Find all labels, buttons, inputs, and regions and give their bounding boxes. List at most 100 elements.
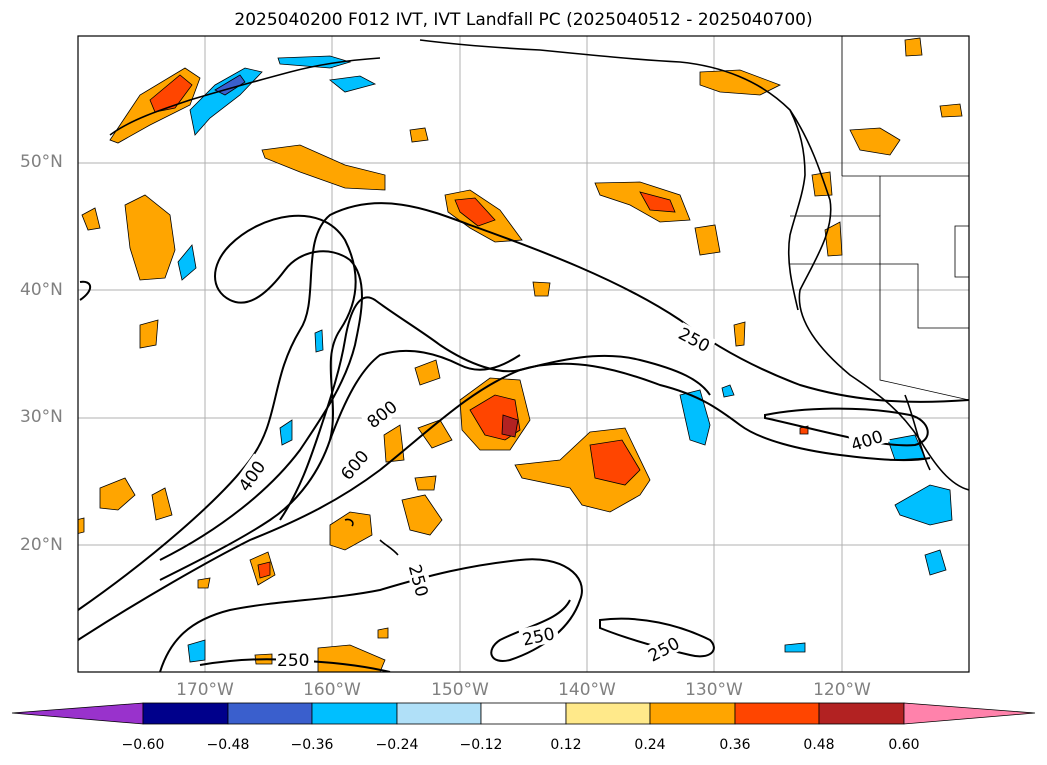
- shade-region: [501, 414, 519, 438]
- lon-label: 120°W: [813, 680, 871, 700]
- shade-region: [401, 494, 443, 536]
- contour-line: [159, 214, 363, 581]
- shade-region: [939, 103, 963, 118]
- colorbar: [11, 702, 1036, 725]
- state-borders: [790, 36, 969, 401]
- colorbar-tick-label: 0.36: [719, 737, 751, 753]
- shade-region: [532, 281, 551, 297]
- shade-region: [187, 639, 206, 663]
- shade-region: [414, 359, 441, 386]
- shade-region: [197, 577, 211, 589]
- colorbar-swatch: [649, 702, 736, 725]
- contour-line: [329, 349, 521, 441]
- shade-region: [139, 319, 159, 349]
- shade-region: [317, 644, 386, 672]
- shade-region: [314, 329, 324, 353]
- shade-region: [177, 244, 197, 281]
- contour-line: [79, 280, 92, 301]
- lat-label: 50°N: [20, 152, 63, 172]
- map-frame: [77, 35, 970, 673]
- contour-line: [279, 296, 711, 521]
- shade-region: [377, 627, 389, 639]
- shade-region: [99, 477, 136, 511]
- shade-region: [261, 144, 386, 191]
- shade-region: [81, 207, 101, 231]
- contour-line: [159, 558, 583, 672]
- colorbar-swatch: [311, 702, 398, 725]
- colorbar-swatch: [142, 702, 229, 725]
- coastline: [419, 39, 969, 491]
- shade-region: [151, 487, 173, 521]
- shade-region: [279, 419, 293, 446]
- shade-region: [639, 191, 676, 213]
- lon-label: 130°W: [685, 680, 743, 700]
- shade-region: [699, 69, 781, 96]
- shade-region: [124, 194, 176, 281]
- colorbar-swatch: [565, 702, 651, 725]
- shade-region: [824, 221, 843, 257]
- colorbar-swatch: [818, 702, 905, 725]
- graticule: [78, 36, 969, 672]
- shade-region: [733, 321, 746, 347]
- positive-pc-shading: [78, 37, 963, 672]
- shade-region: [679, 389, 711, 446]
- coastlines: [109, 39, 969, 556]
- border-line: [790, 215, 969, 329]
- border-line: [879, 264, 969, 401]
- shade-region: [383, 424, 405, 463]
- lon-label: 160°W: [303, 680, 361, 700]
- colorbar-extend-left: [11, 702, 144, 725]
- coastline: [109, 57, 381, 136]
- contour-label: 250: [277, 651, 309, 671]
- colorbar-swatch: [227, 702, 313, 725]
- contour-line: [599, 617, 715, 658]
- shade-region: [904, 37, 923, 57]
- lat-label: 20°N: [20, 535, 63, 555]
- shade-region: [329, 75, 377, 93]
- shade-region: [721, 384, 735, 398]
- shade-region: [694, 224, 721, 256]
- shade-region: [894, 484, 953, 526]
- lat-label: 40°N: [20, 280, 63, 300]
- colorbar-swatch: [396, 702, 482, 725]
- border-line: [954, 225, 969, 278]
- shade-region: [329, 511, 373, 551]
- colorbar-tick-label: 0.12: [550, 737, 582, 753]
- colorbar-extend-right: [903, 702, 1036, 725]
- colorbar-tick-label: 0.48: [803, 737, 835, 753]
- map-title: 2025040200 F012 IVT, IVT Landfall PC (20…: [234, 10, 813, 30]
- colorbar-tick-label: 0.60: [888, 737, 920, 753]
- contour-line: [764, 407, 929, 447]
- shade-region: [454, 197, 496, 227]
- coastline: [904, 394, 931, 471]
- shade-region: [257, 561, 271, 579]
- coastline: [379, 539, 399, 556]
- lat-label: 30°N: [20, 407, 63, 427]
- shade-region: [594, 181, 691, 223]
- shade-region: [78, 517, 85, 534]
- colorbar-swatch: [480, 702, 567, 725]
- colorbar-tick-label: 0.24: [634, 737, 666, 753]
- colorbar-tick-label: −0.48: [206, 737, 250, 753]
- colorbar-tick-label: −0.60: [121, 737, 165, 753]
- shade-region: [924, 549, 947, 576]
- shade-region: [414, 475, 437, 491]
- lon-label: 140°W: [558, 680, 616, 700]
- shade-region: [409, 127, 429, 143]
- shade-region: [849, 127, 901, 156]
- colorbar-tick-label: −0.24: [375, 737, 419, 753]
- shade-region: [417, 419, 453, 449]
- lon-label: 150°W: [431, 680, 489, 700]
- coastline: [344, 518, 354, 527]
- shade-region: [589, 439, 641, 486]
- colorbar-swatch: [734, 702, 820, 725]
- lon-label: 170°W: [176, 680, 234, 700]
- colorbar-tick-label: −0.36: [290, 737, 334, 753]
- shade-region: [784, 642, 806, 653]
- shade-region: [277, 55, 352, 69]
- coastline: [787, 109, 806, 311]
- contour-label-group: 250 400 400 600 800 250 250 250 250: [232, 322, 891, 671]
- colorbar-tick-label: −0.12: [459, 737, 503, 753]
- shade-region: [149, 74, 193, 113]
